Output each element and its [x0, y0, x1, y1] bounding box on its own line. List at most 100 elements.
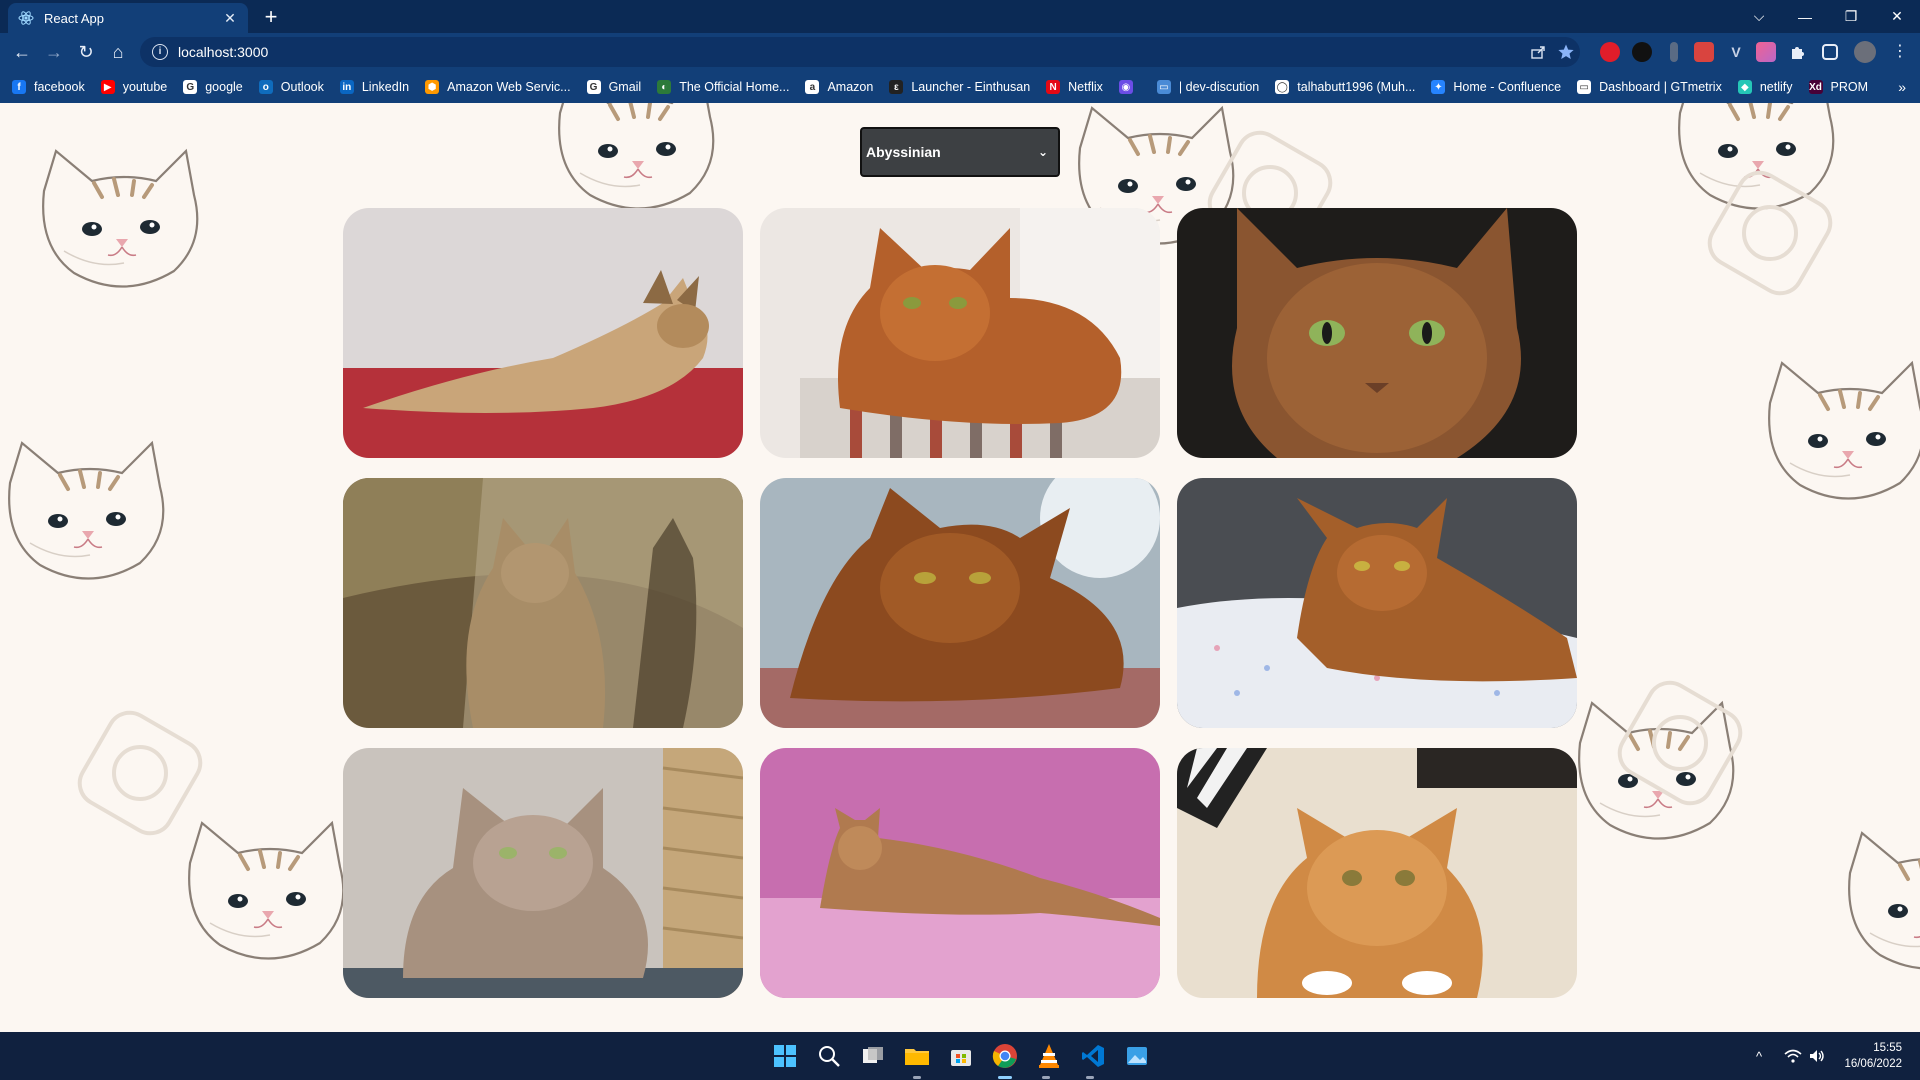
back-button[interactable]: ←: [13, 41, 31, 62]
bookmark-item[interactable]: N Netflix: [1046, 80, 1103, 94]
reload-button[interactable]: ↻: [78, 41, 94, 62]
bookmark-label: youtube: [122, 80, 168, 94]
bookmark-item[interactable]: Xd PROM: [1808, 80, 1868, 94]
cat-photo-5[interactable]: [760, 478, 1160, 728]
cat-photo-4[interactable]: [343, 478, 743, 728]
chevron-down-icon: ⌄: [1037, 145, 1048, 159]
file-explorer-icon[interactable]: [903, 1042, 931, 1070]
restore-button[interactable]: ❐: [1844, 8, 1858, 24]
bookmark-item[interactable]: ◯ talhabutt1996 (Muh...: [1275, 80, 1415, 94]
site-info-icon[interactable]: i: [152, 44, 168, 60]
tray-overflow-chevron[interactable]: ^: [1756, 1048, 1763, 1064]
extension-icon[interactable]: [1694, 42, 1714, 62]
bookmark-label: Home - Confluence: [1453, 80, 1562, 94]
bookmark-label: google: [205, 80, 243, 94]
bookmark-item[interactable]: ▭ Dashboard | GTmetrix: [1577, 80, 1722, 94]
side-panel-icon[interactable]: [1822, 44, 1838, 60]
address-bar[interactable]: i localhost:3000: [140, 37, 1580, 67]
bookmark-item[interactable]: in LinkedIn: [339, 80, 409, 94]
extension-icon[interactable]: [1632, 42, 1652, 62]
bookmark-favicon-icon: N: [1046, 80, 1061, 94]
bookmark-favicon-icon: o: [258, 80, 273, 94]
browser-toolbar: ← → ↻ ⌂ i localhost:3000 V ⋮: [0, 33, 1920, 71]
vscode-icon[interactable]: [1079, 1042, 1107, 1070]
bookmark-favicon-icon: in: [339, 80, 354, 94]
bookmark-item[interactable]: a Amazon: [805, 80, 873, 94]
forward-button[interactable]: →: [45, 41, 63, 62]
bookmarks-overflow-button[interactable]: »: [1898, 79, 1906, 95]
bookmark-favicon-icon: G: [183, 80, 198, 94]
bookmark-favicon-icon: G: [586, 80, 601, 94]
breed-select-value: Abyssinian: [866, 144, 941, 160]
cat-photo-1[interactable]: [343, 208, 743, 458]
extensions-puzzle-icon[interactable]: [1788, 42, 1808, 62]
vlc-icon[interactable]: [1035, 1042, 1063, 1070]
bookmark-item[interactable]: ⬢ Amazon Web Servic...: [425, 80, 571, 94]
bookmark-item[interactable]: ✦ Home - Confluence: [1431, 80, 1561, 94]
bookmark-label: Launcher - Einthusan: [911, 80, 1031, 94]
bookmark-favicon-icon: ◯: [1275, 80, 1290, 94]
vue-devtools-icon[interactable]: V: [1731, 44, 1741, 60]
bookmark-favicon-icon: ◆: [1737, 80, 1752, 94]
chrome-icon[interactable]: [991, 1042, 1019, 1070]
bookmark-label: Netflix: [1068, 80, 1103, 94]
bookmark-favicon-icon: ✦: [1431, 80, 1446, 94]
bookmark-item[interactable]: o Outlook: [258, 80, 324, 94]
task-view-icon[interactable]: [859, 1042, 887, 1070]
clock-date: 16/06/2022: [1844, 1058, 1902, 1070]
bookmark-favicon-icon: ▶: [100, 80, 115, 94]
cat-photo-3[interactable]: [1177, 208, 1577, 458]
close-window-button[interactable]: ✕: [1891, 8, 1903, 24]
bookmark-favicon-icon: ◐: [657, 80, 672, 94]
bookmark-label: Dashboard | GTmetrix: [1599, 80, 1722, 94]
bookmark-item[interactable]: ◐ The Official Home...: [657, 80, 789, 94]
new-tab-button[interactable]: +: [264, 4, 278, 29]
volume-icon[interactable]: [1808, 1032, 1826, 1080]
share-icon[interactable]: [1524, 38, 1552, 66]
cat-photo-2[interactable]: [760, 208, 1160, 458]
bookmark-item[interactable]: ▭ | dev-discution: [1156, 80, 1260, 94]
bookmark-label: netlify: [1759, 80, 1793, 94]
adblock-extension-icon[interactable]: [1600, 42, 1620, 62]
tab-react-app[interactable]: React App ✕: [8, 3, 248, 33]
windows-taskbar: ^ 15:55 16/06/2022: [0, 1032, 1920, 1080]
chrome-menu-icon[interactable]: ⋮: [1892, 43, 1908, 60]
search-icon[interactable]: [815, 1042, 843, 1070]
bookmark-favicon-icon: ▭: [1577, 80, 1592, 94]
tab-search-button[interactable]: ⌵: [1753, 8, 1765, 24]
bookmark-item[interactable]: G Gmail: [586, 80, 642, 94]
cat-photo-8[interactable]: [760, 748, 1160, 998]
home-button[interactable]: ⌂: [112, 41, 124, 62]
bookmark-label: talhabutt1996 (Muh...: [1297, 80, 1416, 94]
bookmark-item[interactable]: ▶ youtube: [100, 80, 168, 94]
wifi-icon[interactable]: [1784, 1032, 1802, 1080]
bookmark-item[interactable]: ◆ netlify: [1737, 80, 1793, 94]
windows-start-icon[interactable]: [771, 1042, 799, 1070]
bookmark-label: Amazon: [827, 80, 874, 94]
bookmark-favicon-icon: Xd: [1808, 80, 1823, 94]
store-icon[interactable]: [947, 1042, 975, 1070]
bookmark-item[interactable]: ◉: [1118, 80, 1141, 94]
photos-icon[interactable]: [1123, 1042, 1151, 1070]
bookmark-label: Gmail: [608, 80, 642, 94]
bookmark-item[interactable]: f facebook: [12, 80, 85, 94]
cat-photo-7[interactable]: [343, 748, 743, 998]
cat-photo-6[interactable]: [1177, 478, 1577, 728]
tab-close-icon[interactable]: ✕: [224, 10, 236, 26]
cat-photo-9[interactable]: [1177, 748, 1577, 998]
bookmark-star-icon[interactable]: [1552, 38, 1580, 66]
bookmark-item[interactable]: ε Launcher - Einthusan: [889, 80, 1030, 94]
profile-avatar[interactable]: [1854, 41, 1876, 63]
minimize-button[interactable]: —: [1798, 8, 1812, 25]
extension-icon[interactable]: [1756, 42, 1776, 62]
bookmark-label: | dev-discution: [1178, 80, 1260, 94]
breed-select[interactable]: Abyssinian ⌄: [860, 127, 1060, 177]
tab-strip: React App ✕ + ⌵ — ❐ ✕: [0, 0, 1920, 33]
tab-title: React App: [44, 10, 104, 26]
system-clock[interactable]: 15:55 16/06/2022: [1844, 1040, 1902, 1072]
url-text[interactable]: localhost:3000: [178, 44, 269, 60]
bookmark-label: The Official Home...: [679, 80, 790, 94]
extension-icon[interactable]: [1670, 42, 1678, 62]
bookmark-favicon-icon: ⬢: [425, 80, 440, 94]
